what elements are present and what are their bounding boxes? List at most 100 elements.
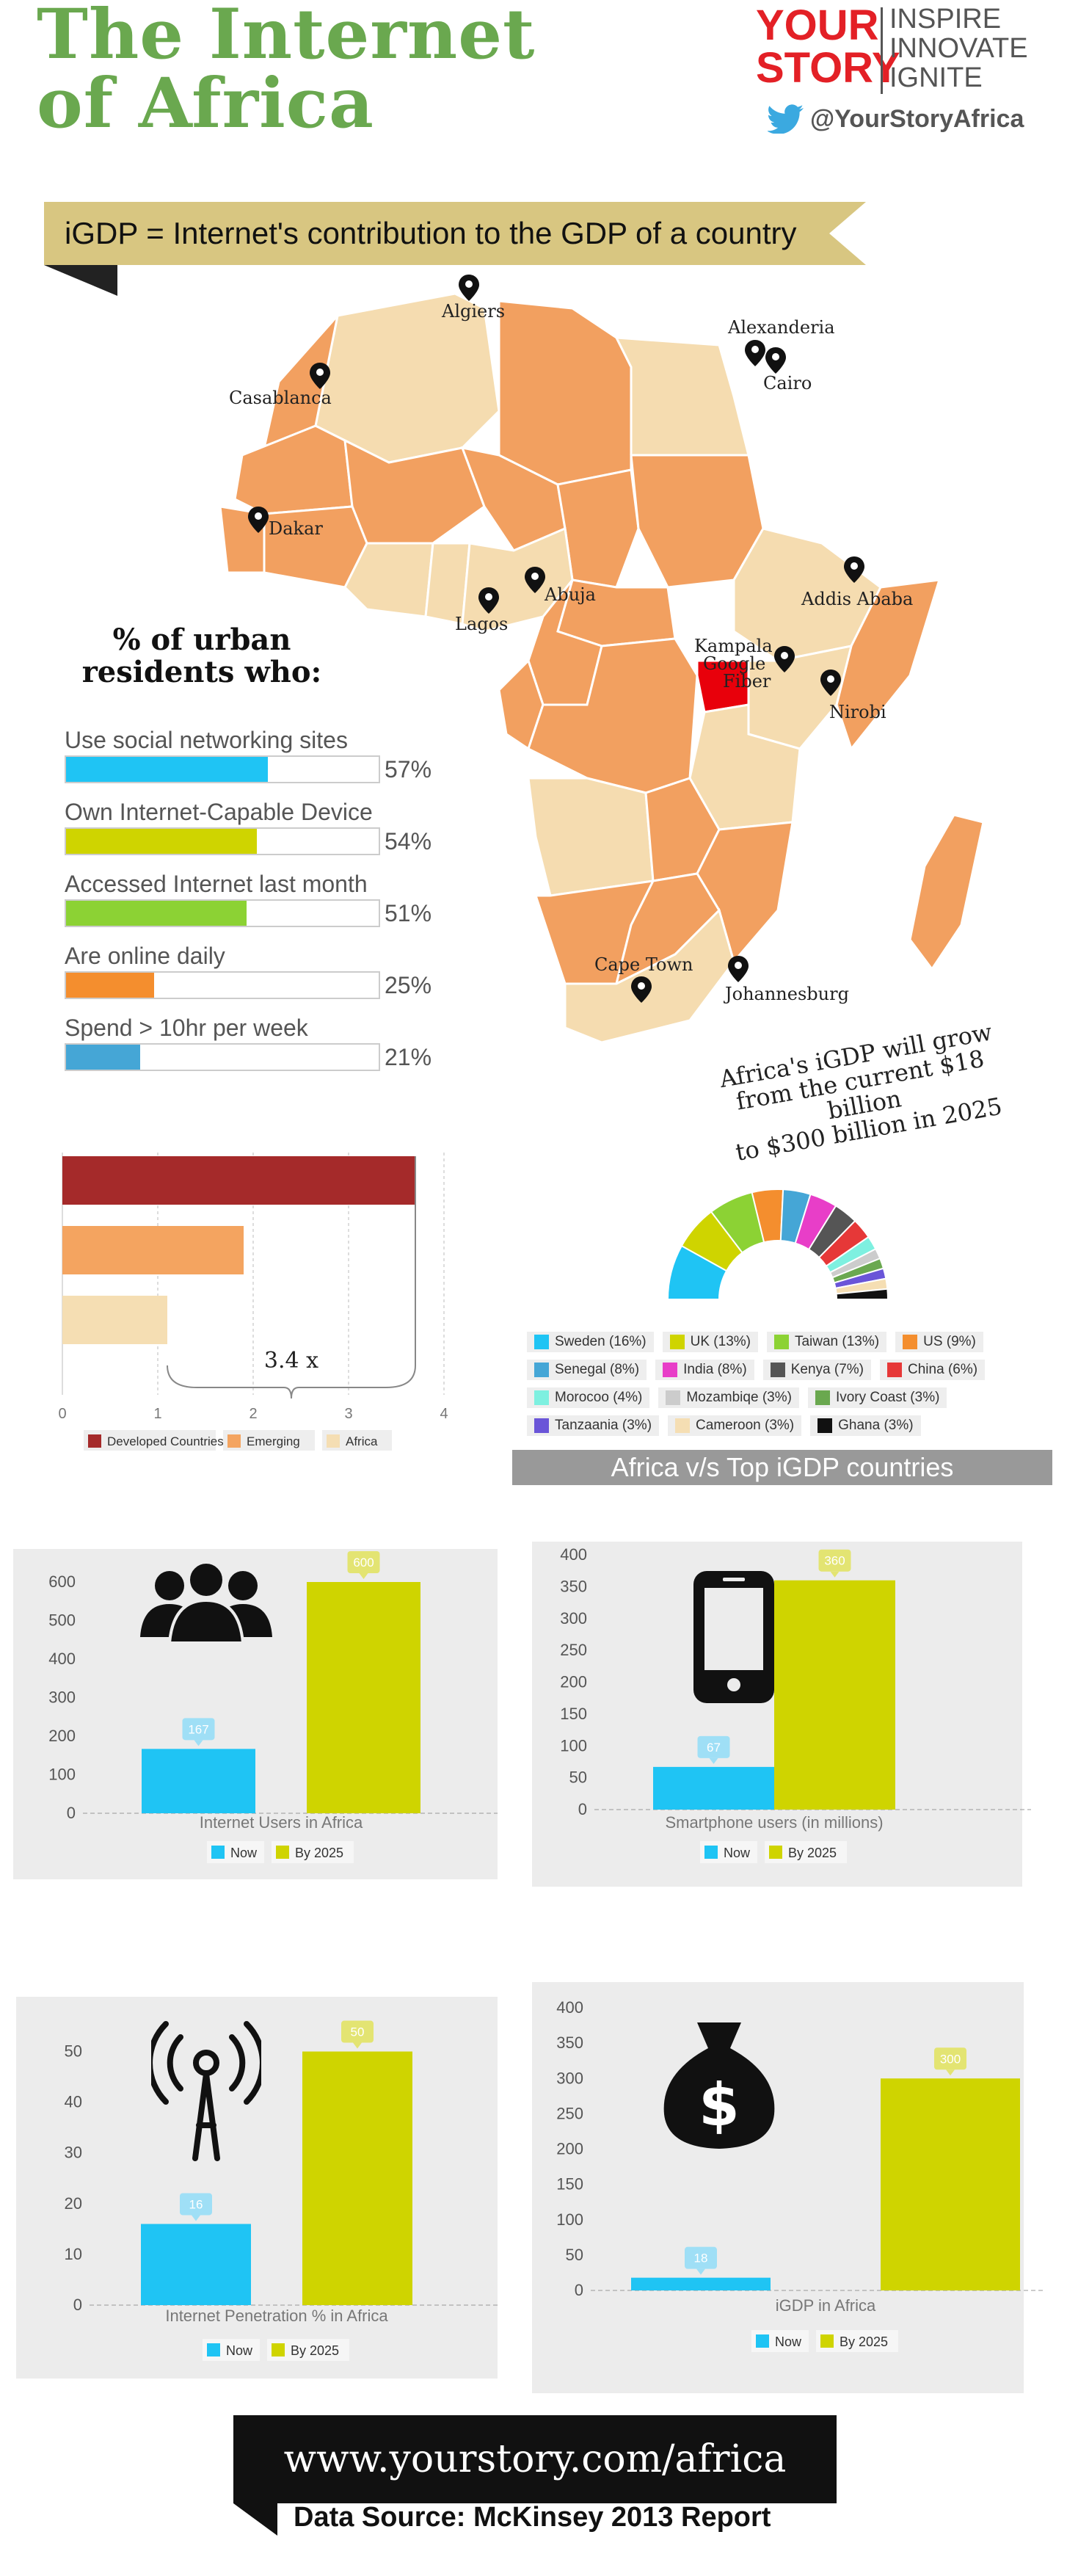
- legend-label: India (8%): [683, 1362, 747, 1377]
- bar-by-2025: [774, 1580, 895, 1810]
- legend-label: US (9%): [923, 1334, 976, 1349]
- y-tick-label: 150: [560, 1705, 587, 1723]
- donut-slice: [835, 1288, 889, 1300]
- multiplier-annotation: 3.4 x: [264, 1348, 318, 1374]
- legend-label: UK (13%): [690, 1334, 751, 1349]
- legend-swatch: [669, 1335, 685, 1349]
- brand-logo: YOUR STORY: [756, 4, 900, 90]
- y-tick-label: 20: [65, 2194, 82, 2213]
- bar-now: [653, 1766, 774, 1810]
- twitter-handle: @YourStoryAfrica: [810, 104, 1024, 133]
- map-pin-icon: [820, 670, 841, 696]
- value-bubble-pointer: [696, 2268, 705, 2275]
- legend-label: By 2025: [291, 2343, 339, 2358]
- value-bubble-pointer: [192, 2215, 200, 2221]
- legend-swatch: [820, 2334, 834, 2348]
- value-label: 600: [353, 1556, 374, 1570]
- city-algiers: Algiers: [442, 301, 506, 322]
- donut-legend-item: Senegal (8%): [527, 1360, 647, 1380]
- brace: [167, 1365, 416, 1399]
- legend-swatch: [211, 1846, 225, 1859]
- twitter-bird-icon: [768, 104, 804, 134]
- legend-swatch: [887, 1363, 903, 1377]
- bar-by-2025: [307, 1582, 420, 1813]
- donut-legend: Sweden (16%) UK (13%) Taiwan (13%) US (9%) S…: [527, 1332, 1026, 1436]
- donut-legend-item: Tanzaania (3%): [527, 1415, 660, 1436]
- legend-label: Morocoo (4%): [555, 1390, 643, 1405]
- brand-word-innovate: INNOVATE: [889, 33, 1028, 64]
- urban-heading-line-2: residents who:: [81, 655, 322, 689]
- money-bag-icon: $: [663, 2022, 775, 2149]
- urban-stat-fill: [66, 757, 268, 782]
- internet-penetration-panel: [16, 1997, 498, 2379]
- map-pin-icon: [765, 347, 786, 374]
- donut-legend-item: China (6%): [880, 1360, 986, 1380]
- donut-legend-item: Ghana (3%): [810, 1415, 921, 1436]
- legend-swatch: [663, 1363, 678, 1377]
- legend-label: Sweden (16%): [555, 1334, 647, 1349]
- value-bubble: [341, 2020, 374, 2043]
- x-tick-label: 0: [58, 1406, 66, 1422]
- y-tick-label: 150: [556, 2175, 583, 2194]
- legend-box: [84, 1430, 216, 1451]
- y-tick-label: 500: [48, 1611, 76, 1630]
- x-axis-label: Smartphone users (in millions): [665, 1813, 883, 1832]
- internet-users-chart: 0 100 200 300 400 500 600 167 600 Internet Users …: [48, 1551, 498, 1863]
- y-tick-label: 0: [73, 2296, 82, 2314]
- value-label: 18: [694, 2252, 708, 2265]
- legend-swatch: [227, 1434, 241, 1448]
- legend-label: Emerging: [247, 1434, 300, 1448]
- urban-heading-line-1: % of urban: [112, 623, 291, 657]
- africa-map: [220, 292, 985, 1044]
- city-abuja: Abuja: [545, 584, 596, 605]
- urban-stat-track: [65, 1043, 380, 1071]
- bar-by-2025: [881, 2078, 1020, 2290]
- map-pin-icon: [310, 363, 330, 389]
- legend-swatch: [770, 1363, 785, 1377]
- city-lagos: Lagos: [455, 614, 509, 634]
- y-tick-label: 350: [556, 2033, 583, 2052]
- city-cairo: Cairo: [763, 373, 812, 393]
- legend-swatch: [327, 1434, 340, 1448]
- antenna-icon: [151, 2021, 261, 2161]
- city-nirobi: Nirobi: [829, 702, 886, 722]
- legend-label: Kenya (7%): [790, 1362, 864, 1377]
- y-tick-label: 400: [556, 1998, 583, 2017]
- urban-stat-fill: [66, 901, 247, 926]
- city-dakar: Dakar: [269, 518, 323, 539]
- legend-swatch: [756, 2334, 769, 2348]
- legend-label: China (6%): [908, 1362, 978, 1377]
- city-alexanderia: Alexanderia: [728, 317, 835, 338]
- y-tick-label: 400: [48, 1650, 76, 1668]
- y-tick-label: 600: [48, 1572, 76, 1591]
- banner-tail: [829, 202, 866, 265]
- urban-stat-label: Own Internet-Capable Device: [65, 799, 373, 825]
- value-bubble-pointer: [709, 1757, 718, 1764]
- legend-swatch: [534, 1390, 549, 1405]
- map-pin-icon: [248, 507, 269, 533]
- donut-legend-item: Kenya (7%): [762, 1360, 872, 1380]
- y-tick-label: 400: [560, 1545, 587, 1564]
- donut-legend-item: Taiwan (13%): [766, 1332, 887, 1352]
- twitter-link[interactable]: @YourStoryAfrica: [768, 104, 1024, 134]
- city-addis-ababa: Addis Ababa: [801, 589, 914, 609]
- legend-label: Now: [230, 1846, 258, 1860]
- igdp-definition-banner: iGDP = Internet's contribution to the GD…: [44, 202, 866, 265]
- urban-stat-label: Use social networking sites: [65, 727, 348, 753]
- y-tick-label: 50: [566, 2246, 583, 2264]
- legend-label: Taiwan (13%): [794, 1334, 880, 1349]
- data-source: Data Source: McKinsey 2013 Report: [294, 2502, 771, 2533]
- y-tick-label: 0: [67, 1804, 76, 1822]
- brand-tagline: INSPIRE INNOVATE IGNITE: [889, 4, 1028, 92]
- urban-stat-track: [65, 827, 380, 855]
- city-kampala: Kampala: [694, 636, 773, 656]
- urban-stat-fill: [66, 1045, 141, 1070]
- brand-story: STORY: [756, 44, 900, 92]
- legend-swatch: [769, 1846, 782, 1859]
- footer-url-link[interactable]: www.yourstory.com/africa: [233, 2415, 837, 2503]
- legend-swatch: [815, 1390, 830, 1405]
- y-tick-label: 300: [48, 1688, 76, 1707]
- donut-legend-item: Sweden (16%): [527, 1332, 654, 1352]
- value-bubble-pointer: [830, 1571, 840, 1578]
- urban-stat-value: 51%: [385, 899, 432, 926]
